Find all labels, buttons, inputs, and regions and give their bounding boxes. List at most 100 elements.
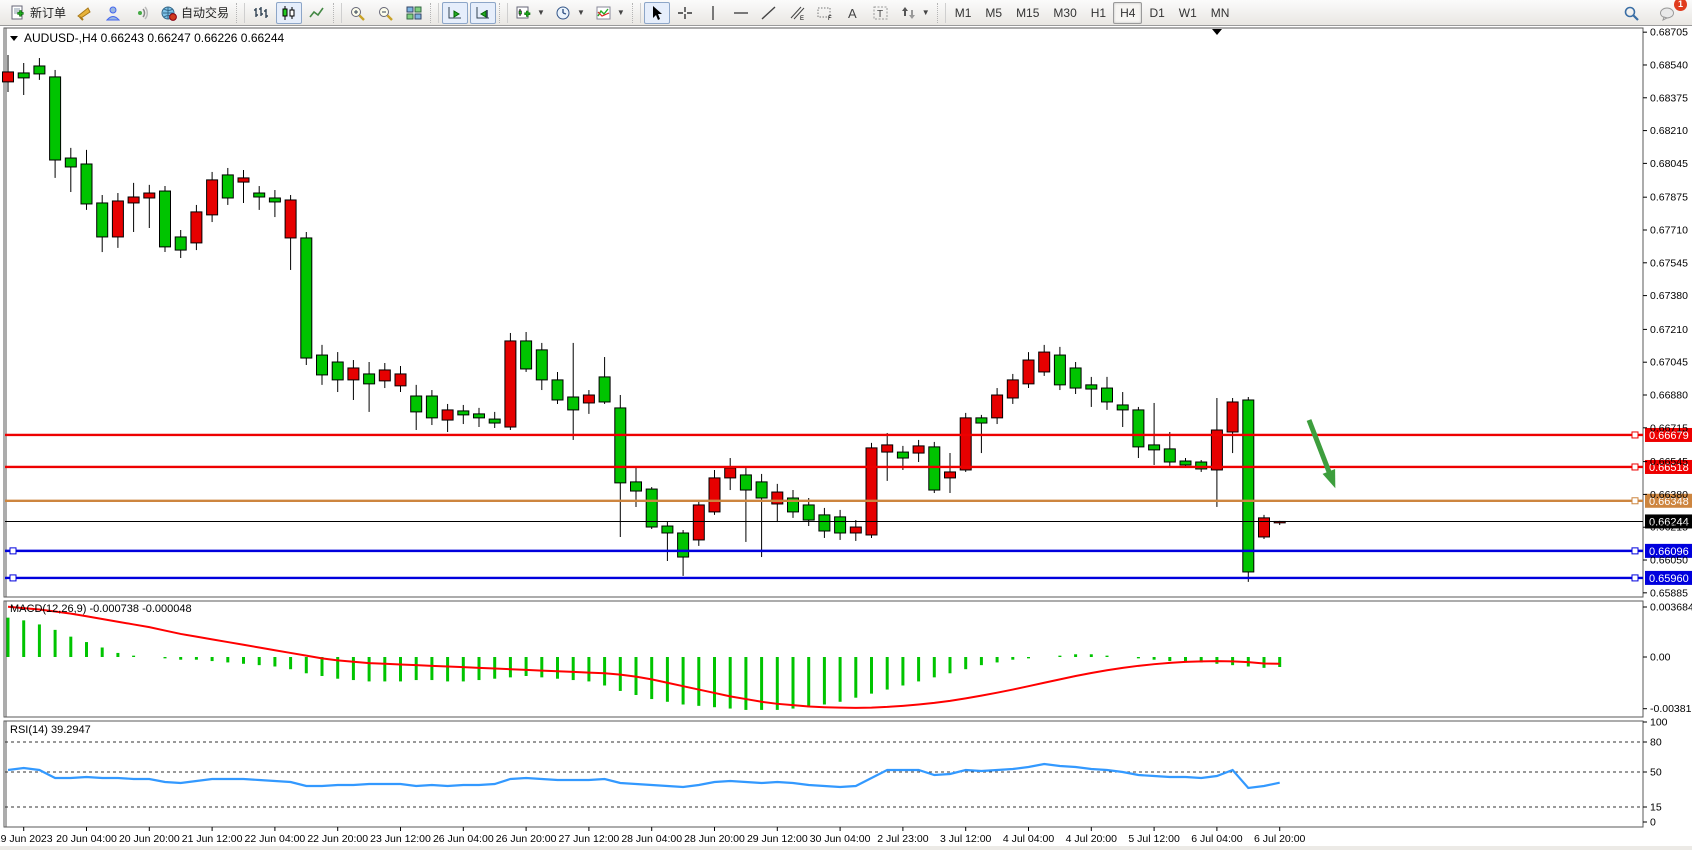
indicators-button[interactable]: ▼ — [591, 2, 629, 24]
timeframe-mn-button[interactable]: MN — [1204, 2, 1237, 24]
toolbar-group-drawing: E F A T ▼ — [643, 1, 935, 25]
candle — [692, 504, 705, 541]
chevron-down-icon: ▼ — [616, 8, 625, 17]
candle — [253, 192, 266, 198]
time-axis-label: 27 Jun 12:00 — [559, 833, 620, 845]
timeframe-m30-button[interactable]: M30 — [1046, 2, 1083, 24]
line-handle[interactable] — [9, 547, 17, 555]
line-price-label — [1645, 427, 1692, 442]
timeframe-m15-button[interactable]: M15 — [1009, 2, 1046, 24]
time-axis-label: 6 Jul 20:00 — [1254, 833, 1306, 845]
chart-shift-marker-icon — [1212, 29, 1222, 35]
symbol-dropdown-icon[interactable] — [10, 36, 18, 41]
arrows-button[interactable]: ▼ — [896, 2, 934, 24]
macd-axis-tick: 0.003684 — [1650, 602, 1692, 614]
macd-signal-line — [7, 605, 1280, 709]
chevron-down-icon: ▼ — [537, 8, 545, 17]
candles-chart-button[interactable] — [276, 1, 303, 24]
vline-button[interactable] — [700, 2, 726, 24]
macd-axis-tick: -0.00381 — [1650, 703, 1692, 715]
price-axis-tick: 0.66380 — [1650, 489, 1688, 501]
fibonacci-button[interactable]: E — [784, 2, 810, 24]
tile-windows-button[interactable] — [401, 2, 427, 24]
bars-chart-button[interactable] — [248, 2, 274, 24]
down-arrow-annotation[interactable] — [1306, 419, 1336, 489]
autoscroll-button[interactable] — [442, 1, 469, 24]
hline-button[interactable] — [728, 2, 754, 24]
time-axis-label: 29 Jun 12:00 — [747, 833, 808, 845]
pivot-line[interactable]: 0.66348 — [5, 493, 1692, 508]
line-handle[interactable] — [1631, 547, 1639, 555]
toolbar-button-label: D1 — [1149, 5, 1165, 20]
line-handle[interactable] — [1631, 574, 1639, 582]
new-chart-button[interactable]: ▼ — [511, 2, 549, 24]
profile-button[interactable] — [100, 2, 126, 24]
zoom-in-button[interactable] — [345, 2, 371, 24]
price-axis-tick: 0.68210 — [1650, 125, 1688, 137]
candle — [504, 340, 517, 428]
timeframe-h1-button[interactable]: H1 — [1084, 2, 1113, 24]
candles-layer — [2, 55, 1286, 582]
time-axis-label: 23 Jun 12:00 — [370, 833, 431, 845]
candle — [614, 407, 627, 484]
line-price-label — [1645, 570, 1692, 585]
channel-button[interactable]: F — [812, 2, 838, 24]
timeframe-m5-button[interactable]: M5 — [978, 2, 1009, 24]
svg-text:A: A — [848, 6, 857, 21]
text-label-button[interactable]: T — [868, 2, 894, 24]
support-line[interactable]: 0.66096 — [5, 543, 1692, 558]
price-axis-tick: 0.67710 — [1650, 224, 1688, 236]
svg-text:F: F — [828, 16, 832, 21]
cursor-button[interactable] — [643, 1, 670, 24]
candle — [1258, 517, 1270, 538]
search-button[interactable] — [1619, 2, 1645, 24]
candle — [944, 471, 956, 479]
signal-button[interactable] — [128, 2, 154, 24]
crosshair-button[interactable] — [672, 2, 698, 24]
svg-text:0.66518: 0.66518 — [1649, 462, 1689, 474]
line-handle[interactable] — [9, 574, 17, 582]
timeframe-h4-button[interactable]: H4 — [1113, 1, 1143, 24]
toolbar-button-label: 新订单 — [30, 6, 67, 20]
line-chart-button[interactable] — [304, 2, 330, 24]
candle — [1069, 367, 1082, 389]
fibonacci-icon: E — [788, 5, 806, 21]
candle — [96, 202, 109, 238]
new-order-button[interactable]: 新订单 — [5, 1, 70, 24]
resistance-line[interactable]: 0.66679 — [5, 427, 1692, 442]
price-axis-tick: 0.68705 — [1650, 27, 1688, 39]
time-axis-label: 4 Jul 20:00 — [1066, 833, 1118, 845]
new-order-icon — [9, 5, 27, 21]
price-axis-tick: 0.68045 — [1650, 158, 1688, 170]
resistance-line[interactable]: 0.66518 — [5, 459, 1692, 474]
support-line[interactable]: 0.65960 — [5, 570, 1692, 585]
timeframe-w1-button[interactable]: W1 — [1172, 2, 1204, 24]
candle — [284, 199, 297, 239]
candle — [630, 481, 642, 492]
zoom-out-button[interactable] — [373, 2, 399, 24]
toolbar-separator — [236, 2, 246, 23]
chat-button[interactable]: 1 — [1655, 0, 1687, 24]
candle — [159, 190, 171, 248]
candle — [1195, 461, 1208, 470]
candle — [551, 379, 564, 401]
timeframe-m1-button[interactable]: M1 — [948, 2, 979, 24]
candle — [410, 395, 423, 413]
line-handle[interactable] — [1631, 497, 1639, 505]
line-handle[interactable] — [1631, 463, 1639, 471]
horn-button[interactable] — [72, 2, 98, 24]
candle — [520, 340, 533, 370]
chart-area: 0.66679 0.66518 0.66348 0.66096 0.65960 0.662… — [0, 26, 1692, 850]
trendline-button[interactable] — [756, 2, 782, 24]
candle — [1116, 404, 1129, 411]
text-button[interactable]: A — [840, 2, 866, 24]
period-clock-button[interactable]: ▼ — [551, 2, 589, 24]
timeframe-d1-button[interactable]: D1 — [1142, 2, 1171, 24]
chart-shift-button[interactable] — [470, 1, 497, 24]
indicators-icon — [595, 5, 613, 21]
svg-text:0.66244: 0.66244 — [1649, 516, 1689, 528]
line-handle[interactable] — [1631, 431, 1639, 439]
autotrade-button[interactable]: 自动交易 — [156, 1, 233, 24]
candle — [912, 445, 925, 454]
line-price-label — [1645, 459, 1692, 474]
